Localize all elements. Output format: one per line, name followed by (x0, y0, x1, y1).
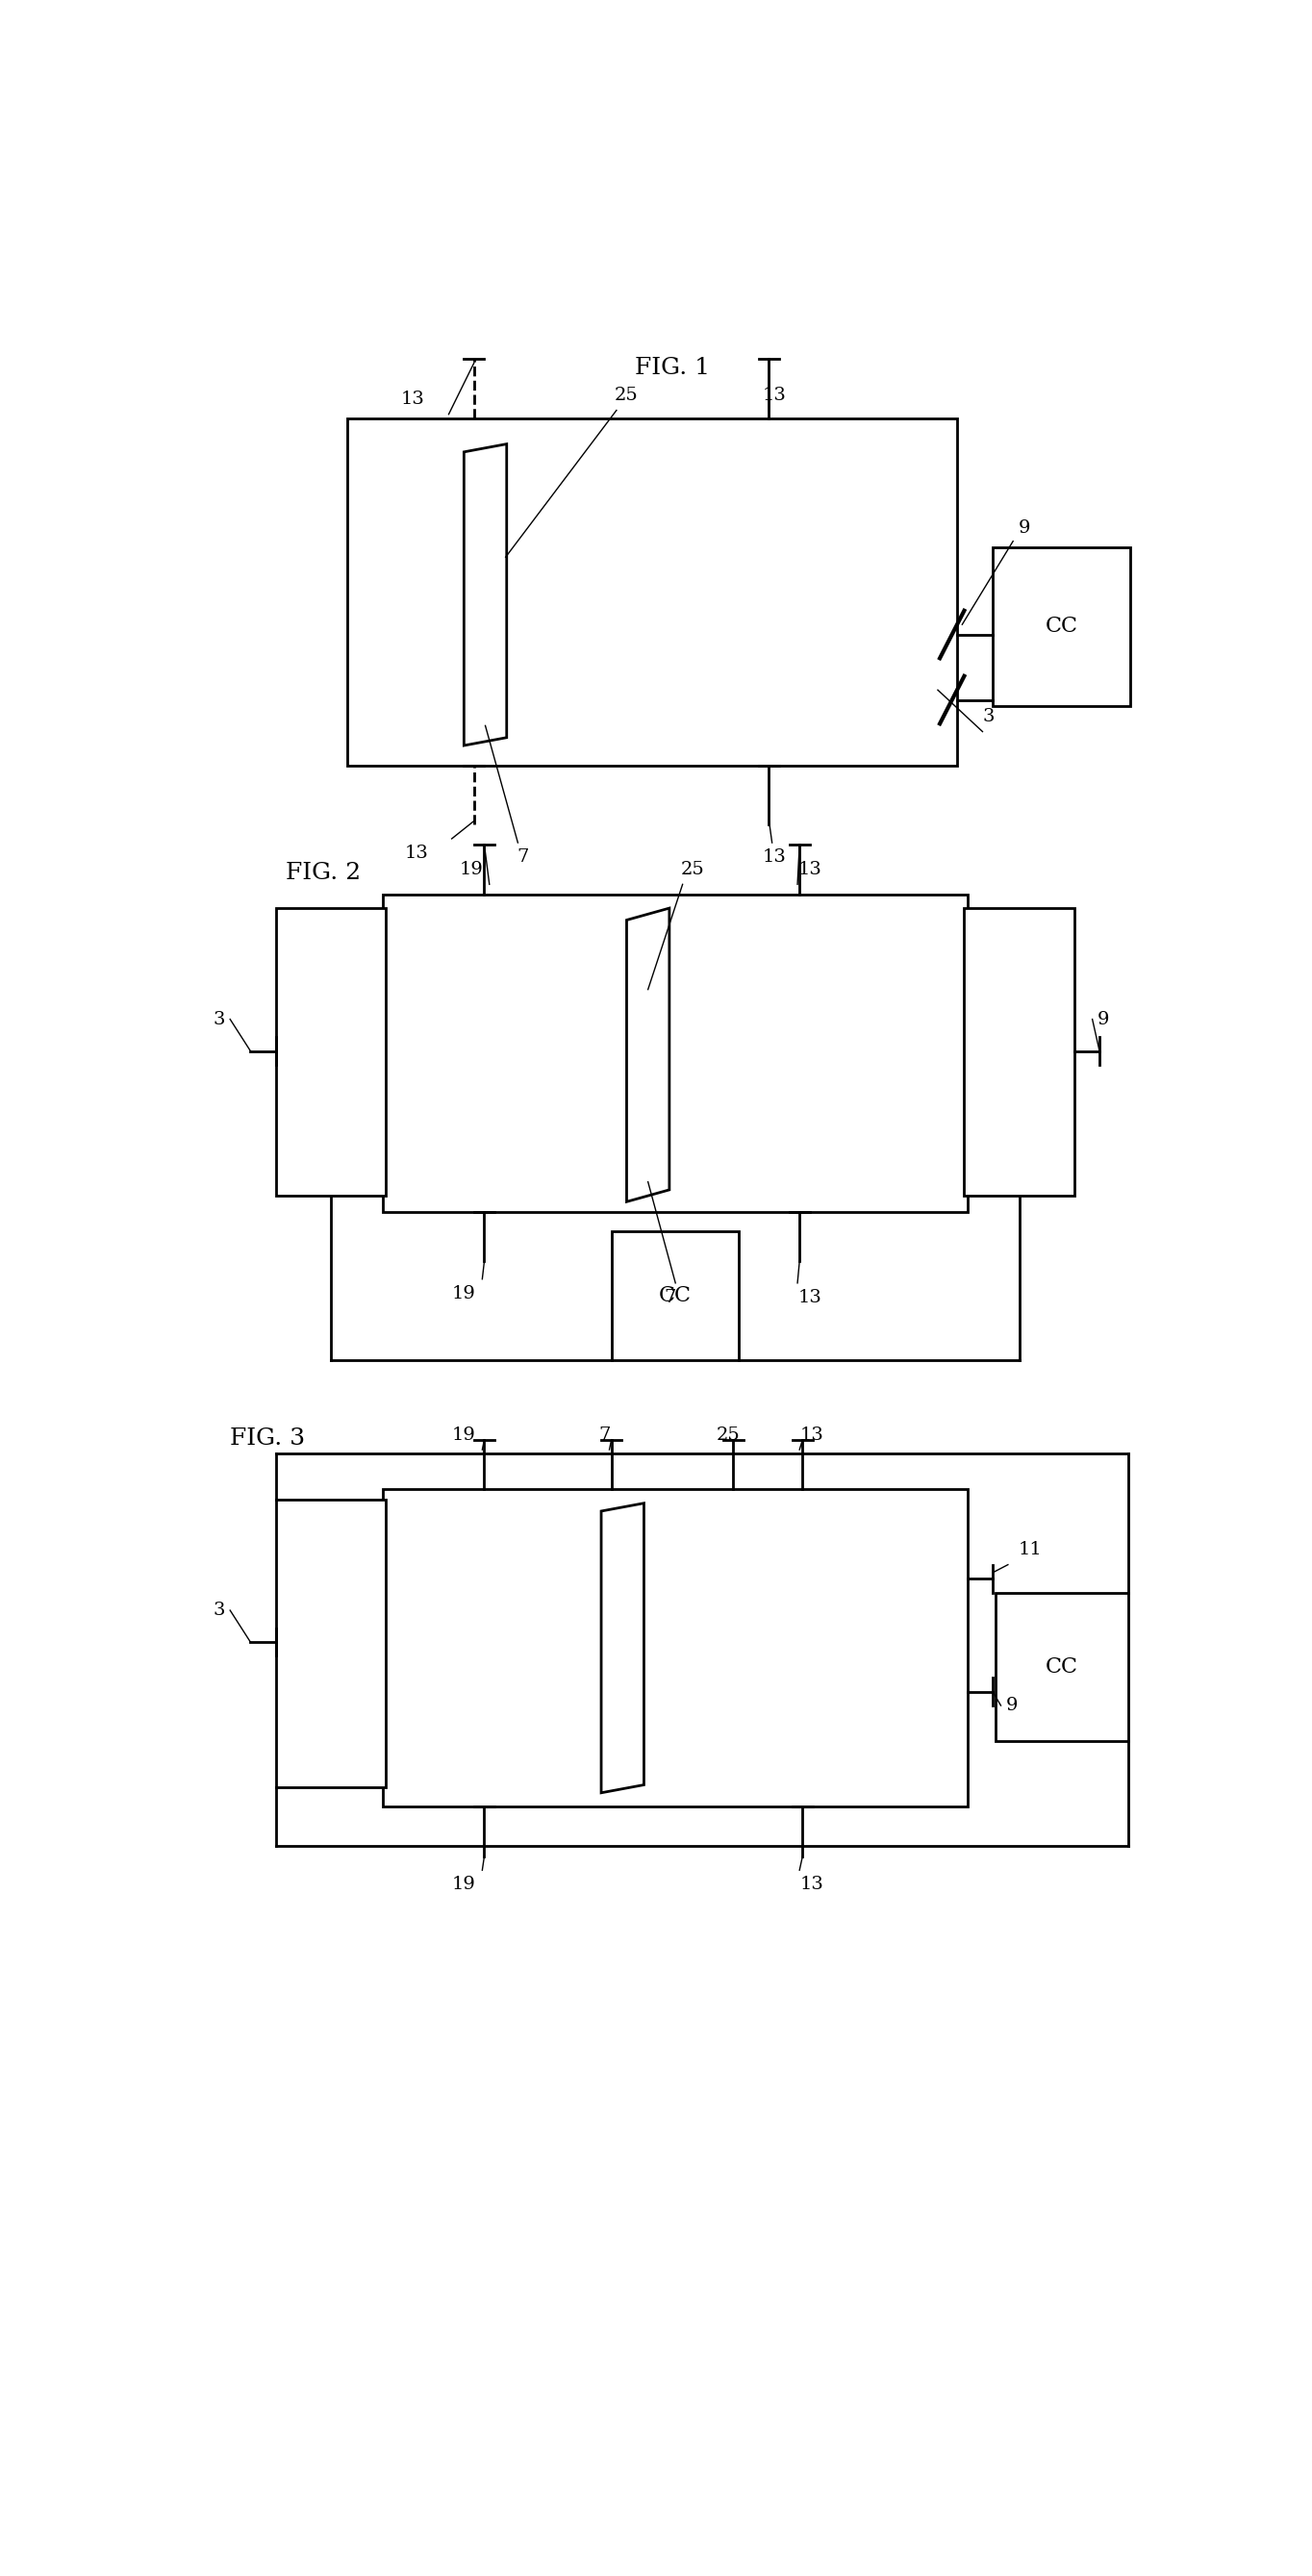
Text: FIG. 3: FIG. 3 (230, 1427, 306, 1450)
Text: 3: 3 (213, 1602, 226, 1618)
Text: 13: 13 (404, 845, 428, 863)
Text: 13: 13 (798, 860, 821, 878)
Text: 3: 3 (213, 1010, 226, 1028)
Bar (993, 546, 1130, 706)
Text: 9: 9 (1097, 1010, 1110, 1028)
Text: 7: 7 (598, 1427, 610, 1443)
Bar (964, 909, 1075, 1195)
Bar (611, 1231, 739, 1360)
Text: 7: 7 (517, 848, 529, 866)
Text: 7: 7 (664, 1288, 676, 1306)
Bar (383, 894, 967, 1211)
Bar (276, 1499, 386, 1788)
Text: 13: 13 (800, 1427, 824, 1443)
Bar (346, 417, 958, 765)
Polygon shape (464, 443, 506, 744)
Text: 25: 25 (716, 1427, 740, 1443)
Text: 3: 3 (983, 708, 994, 726)
Text: 19: 19 (459, 860, 483, 878)
Polygon shape (627, 909, 669, 1200)
Text: FIG. 1: FIG. 1 (635, 355, 710, 379)
Text: 11: 11 (1018, 1540, 1042, 1558)
Bar (383, 1489, 967, 1806)
Text: 25: 25 (615, 386, 639, 404)
Text: CC: CC (1044, 616, 1077, 636)
Text: 13: 13 (798, 1288, 821, 1306)
Text: 13: 13 (800, 1875, 824, 1893)
Text: 13: 13 (762, 386, 786, 404)
Text: 19: 19 (453, 1285, 476, 1303)
Text: 19: 19 (453, 1427, 476, 1443)
Polygon shape (601, 1504, 644, 1793)
Bar (276, 909, 386, 1195)
Text: 13: 13 (762, 848, 786, 866)
Text: 9: 9 (1018, 520, 1030, 538)
Text: 19: 19 (453, 1875, 476, 1893)
Bar (996, 1592, 1128, 1741)
Text: 13: 13 (401, 392, 425, 407)
Text: CC: CC (1046, 1656, 1078, 1677)
Text: FIG. 2: FIG. 2 (286, 863, 361, 884)
Text: CC: CC (659, 1285, 691, 1306)
Text: 9: 9 (1006, 1698, 1018, 1713)
Text: 25: 25 (681, 860, 705, 878)
